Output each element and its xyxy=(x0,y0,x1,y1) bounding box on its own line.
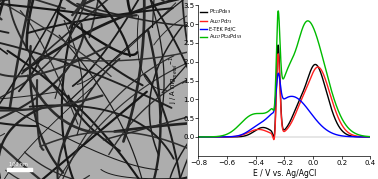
Pt$_{11}$Pd$_{89}$ xyxy=(205,136,209,138)
E-TEK Pd/C xyxy=(368,136,373,138)
Au$_{17}$Pt$_{24}$Pd$_{59}$ xyxy=(205,136,209,138)
Line: Au$_{17}$Pt$_{24}$Pd$_{59}$: Au$_{17}$Pt$_{24}$Pd$_{59}$ xyxy=(198,11,370,137)
Au$_{27}$Pd$_{73}$ xyxy=(332,105,336,108)
E-TEK Pd/C xyxy=(363,136,368,138)
Text: 100 nm: 100 nm xyxy=(9,161,28,166)
Au$_{27}$Pd$_{73}$ xyxy=(276,53,280,55)
Au$_{27}$Pd$_{73}$ xyxy=(368,136,373,138)
E-TEK Pd/C xyxy=(205,136,209,138)
E-TEK Pd/C xyxy=(280,95,284,97)
Au$_{27}$Pd$_{73}$ xyxy=(363,136,368,138)
E-TEK Pd/C xyxy=(363,136,368,138)
Pt$_{11}$Pd$_{89}$ xyxy=(196,136,201,138)
Legend: Pt$_{11}$Pd$_{89}$, Au$_{27}$Pd$_{73}$, E-TEK Pd/C, Au$_{17}$Pt$_{24}$Pd$_{59}$: Pt$_{11}$Pd$_{89}$, Au$_{27}$Pd$_{73}$, … xyxy=(200,7,243,42)
Au$_{17}$Pt$_{24}$Pd$_{59}$ xyxy=(363,135,368,137)
Pt$_{11}$Pd$_{89}$ xyxy=(363,136,368,138)
Au$_{17}$Pt$_{24}$Pd$_{59}$ xyxy=(275,17,280,19)
Pt$_{11}$Pd$_{89}$ xyxy=(363,136,368,138)
E-TEK Pd/C xyxy=(332,133,336,135)
Y-axis label: j / A mg$_{metal}$$^{-1}$: j / A mg$_{metal}$$^{-1}$ xyxy=(168,57,180,105)
Pt$_{11}$Pd$_{89}$ xyxy=(368,136,373,138)
Au$_{17}$Pt$_{24}$Pd$_{59}$ xyxy=(280,76,284,78)
E-TEK Pd/C xyxy=(276,72,280,74)
E-TEK Pd/C xyxy=(196,136,201,138)
Au$_{27}$Pd$_{73}$ xyxy=(275,57,280,59)
Au$_{17}$Pt$_{24}$Pd$_{59}$ xyxy=(363,135,368,137)
E-TEK Pd/C xyxy=(275,75,280,77)
Pt$_{11}$Pd$_{89}$ xyxy=(280,124,285,126)
Au$_{27}$Pd$_{73}$ xyxy=(196,136,201,138)
Pt$_{11}$Pd$_{89}$ xyxy=(332,115,336,117)
Line: Au$_{27}$Pd$_{73}$: Au$_{27}$Pd$_{73}$ xyxy=(198,54,370,140)
Au$_{17}$Pt$_{24}$Pd$_{59}$ xyxy=(196,136,201,138)
Pt$_{11}$Pd$_{89}$ xyxy=(275,48,280,50)
Au$_{17}$Pt$_{24}$Pd$_{59}$ xyxy=(276,10,280,12)
Line: E-TEK Pd/C: E-TEK Pd/C xyxy=(198,73,370,137)
X-axis label: E / V vs. Ag/AgCl: E / V vs. Ag/AgCl xyxy=(253,169,316,178)
Au$_{27}$Pd$_{73}$ xyxy=(271,139,276,141)
Au$_{27}$Pd$_{73}$ xyxy=(363,136,368,138)
Au$_{27}$Pd$_{73}$ xyxy=(205,136,209,138)
Au$_{27}$Pd$_{73}$ xyxy=(280,126,285,128)
Au$_{17}$Pt$_{24}$Pd$_{59}$ xyxy=(332,98,336,100)
Line: Pt$_{11}$Pd$_{89}$: Pt$_{11}$Pd$_{89}$ xyxy=(198,45,370,137)
Pt$_{11}$Pd$_{89}$ xyxy=(271,136,276,138)
Au$_{17}$Pt$_{24}$Pd$_{59}$ xyxy=(368,136,373,138)
Pt$_{11}$Pd$_{89}$ xyxy=(276,44,280,46)
